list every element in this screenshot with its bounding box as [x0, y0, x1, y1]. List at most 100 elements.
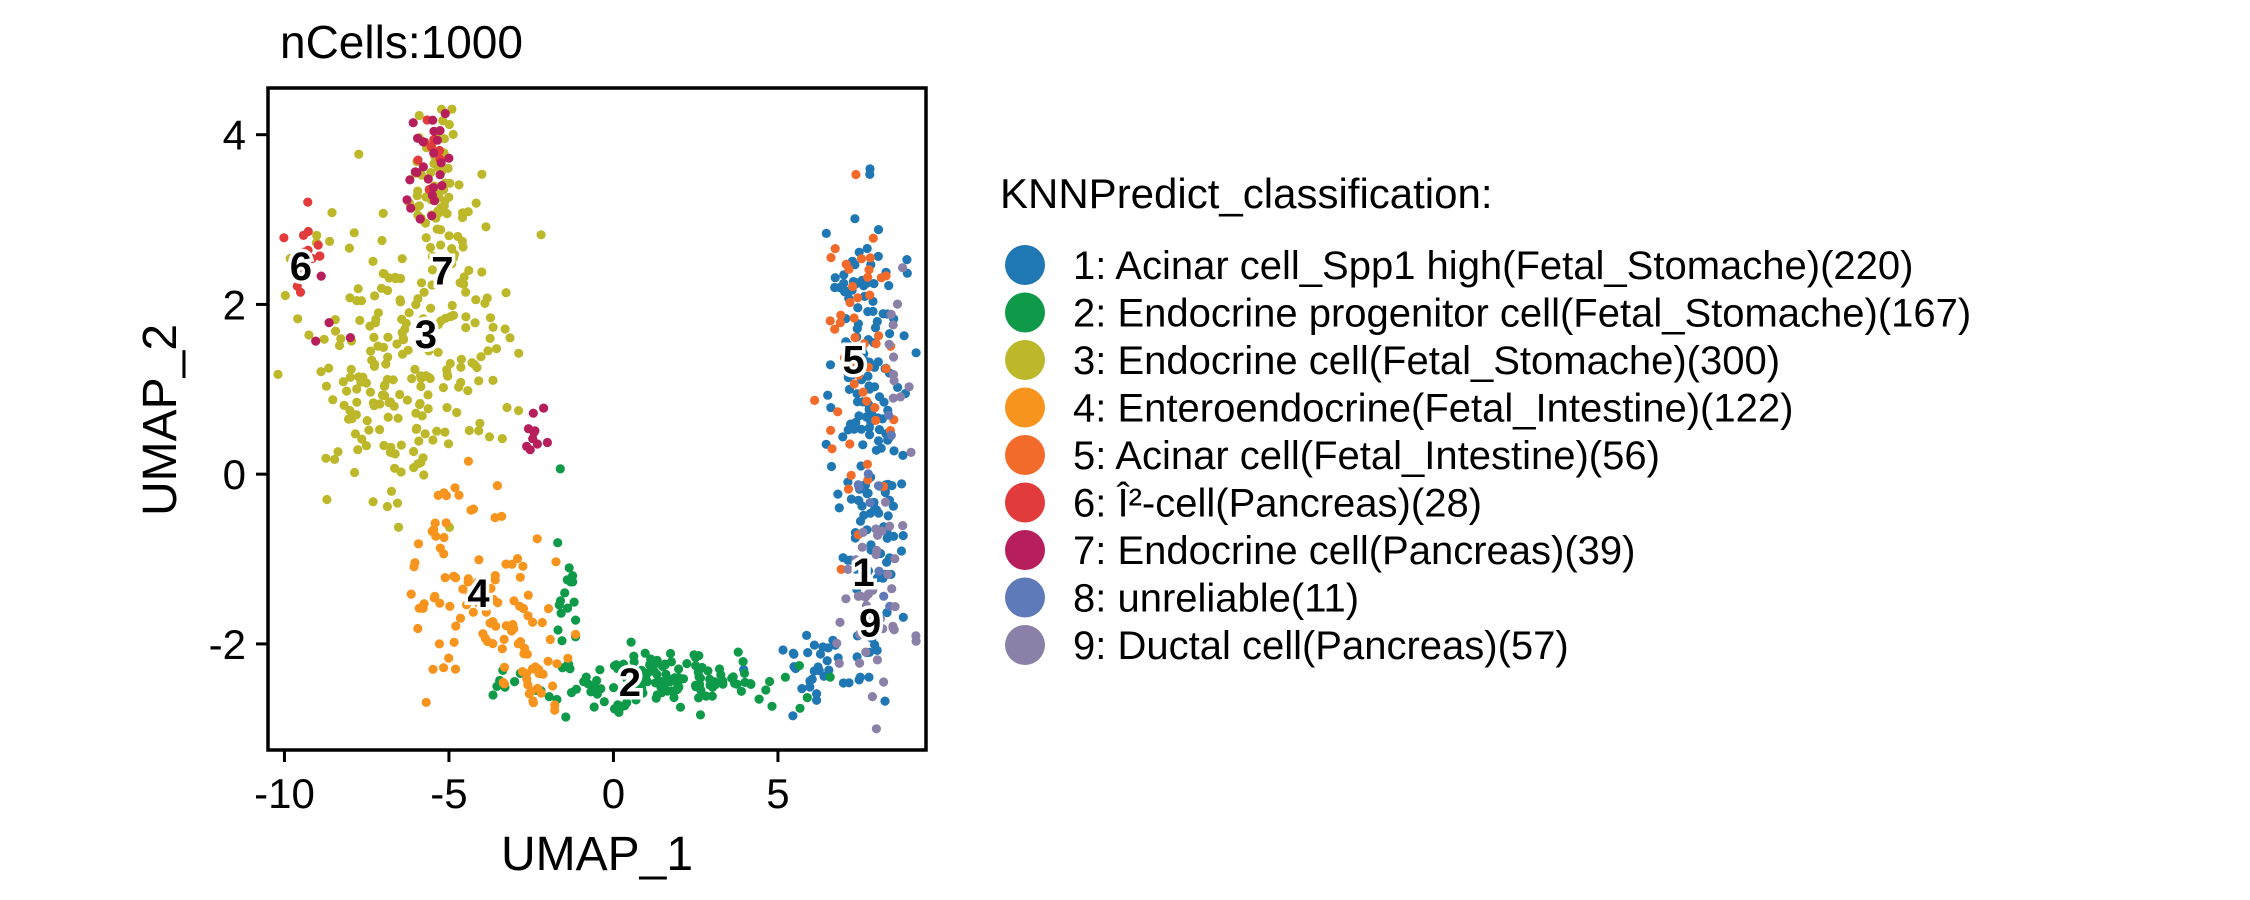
- data-point: [396, 440, 406, 450]
- data-point: [596, 684, 606, 694]
- data-point: [345, 372, 355, 382]
- data-point: [486, 583, 496, 594]
- data-point: [651, 693, 661, 703]
- data-point: [411, 300, 421, 310]
- data-point: [371, 314, 381, 324]
- data-point: [365, 321, 375, 331]
- data-point: [342, 386, 352, 396]
- data-point: [528, 408, 538, 418]
- data-point: [307, 253, 317, 264]
- data-point: [571, 629, 581, 640]
- data-point: [689, 650, 699, 660]
- data-point: [449, 253, 459, 263]
- data-point: [449, 637, 459, 647]
- data-point: [859, 339, 869, 349]
- data-point: [695, 710, 706, 720]
- data-point: [463, 574, 473, 584]
- data-point: [887, 584, 897, 594]
- data-point: [412, 423, 422, 433]
- data-point: [464, 425, 474, 436]
- data-point: [327, 208, 337, 218]
- data-point: [488, 322, 498, 332]
- data-point: [889, 446, 899, 456]
- data-point: [609, 661, 620, 671]
- data-point: [863, 631, 873, 641]
- data-point: [803, 648, 813, 658]
- data-point: [472, 578, 482, 588]
- data-point: [884, 281, 894, 291]
- data-point: [815, 649, 826, 659]
- data-point: [435, 543, 445, 553]
- data-point: [825, 672, 835, 682]
- data-point: [414, 436, 424, 446]
- data-point: [845, 297, 855, 308]
- data-point: [888, 623, 898, 633]
- data-point: [855, 658, 865, 668]
- data-point: [855, 591, 865, 601]
- data-point: [850, 214, 860, 224]
- data-point: [458, 242, 468, 252]
- data-point: [898, 521, 908, 531]
- data-point: [393, 413, 403, 423]
- data-point: [480, 298, 490, 308]
- y-tick-label: 4: [223, 112, 246, 159]
- data-point: [595, 665, 605, 675]
- y-tick-label: -2: [209, 621, 246, 668]
- data-point: [892, 299, 903, 309]
- data-point: [450, 483, 460, 493]
- data-point: [402, 395, 412, 405]
- data-point: [543, 604, 554, 614]
- data-point: [863, 610, 873, 620]
- data-point: [298, 230, 309, 240]
- data-point: [515, 572, 525, 582]
- data-point: [431, 531, 441, 541]
- data-point: [888, 393, 898, 403]
- data-point: [428, 664, 438, 674]
- data-point: [443, 371, 453, 381]
- data-point: [449, 571, 459, 581]
- data-point: [885, 521, 895, 531]
- data-point: [881, 364, 891, 374]
- data-point: [883, 569, 893, 580]
- data-point: [754, 694, 764, 704]
- data-point: [871, 445, 881, 455]
- data-point: [548, 681, 558, 691]
- legend-swatch: [1005, 340, 1045, 380]
- data-point: [437, 181, 447, 191]
- data-point: [346, 364, 356, 374]
- data-point: [444, 119, 454, 130]
- legend-swatch: [1005, 577, 1045, 618]
- data-point: [865, 498, 875, 508]
- data-point: [539, 403, 549, 413]
- data-point: [733, 647, 743, 657]
- data-point: [691, 680, 701, 690]
- data-point: [439, 663, 449, 673]
- data-point: [531, 665, 541, 675]
- data-point: [902, 255, 912, 265]
- data-point: [703, 666, 713, 676]
- data-point: [870, 403, 880, 413]
- data-point: [500, 324, 510, 334]
- legend-title: KNNPredict_classification:: [1000, 170, 1493, 217]
- data-point: [522, 669, 532, 679]
- data-point: [629, 651, 639, 661]
- data-point: [474, 376, 484, 386]
- data-point: [459, 272, 469, 282]
- data-point: [911, 631, 921, 641]
- data-point: [886, 309, 896, 319]
- data-point: [553, 625, 563, 635]
- data-point: [330, 454, 340, 464]
- data-point: [545, 634, 555, 645]
- data-point: [368, 497, 378, 507]
- legend-label: 7: Endocrine cell(Pancreas)(39): [1073, 529, 1635, 573]
- data-point: [868, 233, 878, 243]
- data-point: [419, 287, 429, 297]
- legend-item-1: 1: Acinar cell_Spp1 high(Fetal_Stomache)…: [1005, 244, 1913, 288]
- data-point: [450, 664, 461, 674]
- data-point: [345, 333, 355, 343]
- data-point: [413, 155, 423, 165]
- data-point: [854, 496, 864, 506]
- data-point: [553, 538, 563, 548]
- data-point: [861, 647, 871, 657]
- data-point: [872, 545, 882, 555]
